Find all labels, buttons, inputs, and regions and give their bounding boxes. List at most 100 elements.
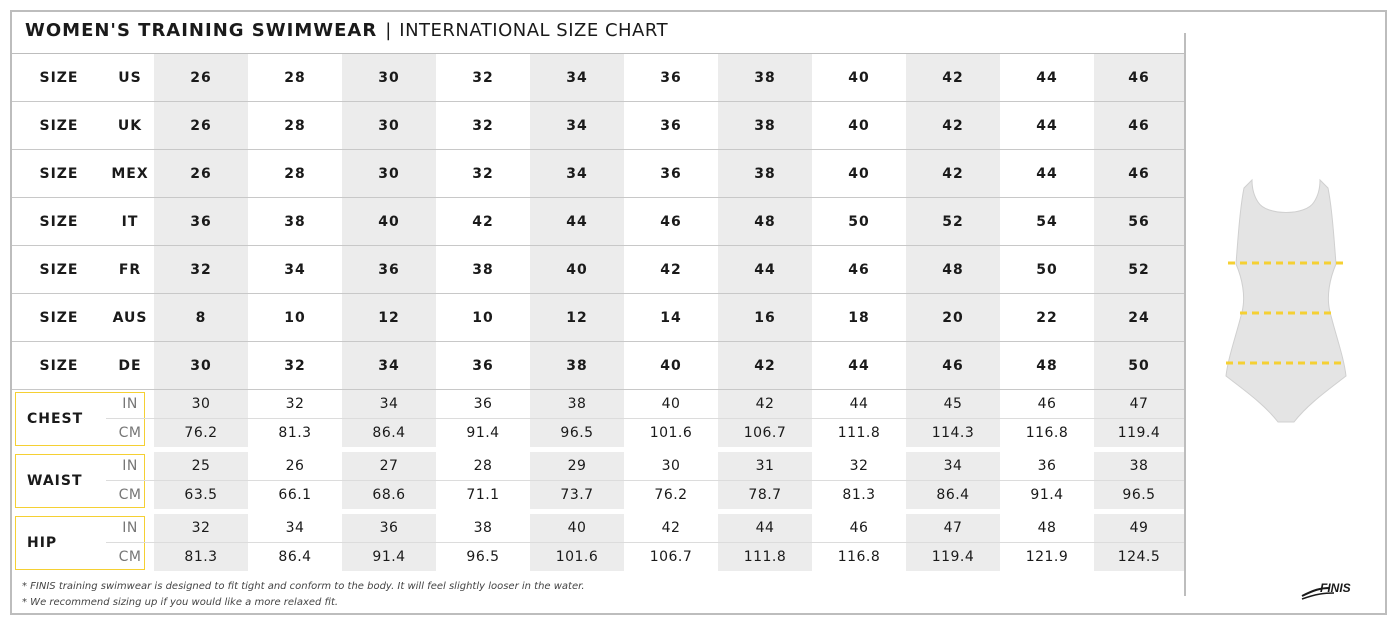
table-row: CHEST IN 30 32 34 36 38 40 42 44 45 46 47 — [12, 389, 1184, 446]
inch-value-cell: 27 — [342, 452, 436, 481]
cm-value-cell: 114.3 — [906, 418, 1000, 448]
size-label: SIZE — [12, 54, 106, 102]
inch-value-cell: 38 — [1094, 452, 1184, 481]
inch-value-cell: 34 — [342, 389, 436, 419]
size-value-cell: 38 — [718, 101, 812, 150]
size-value-cell: 32 — [436, 54, 530, 102]
size-value-cell: 48 — [906, 245, 1000, 294]
size-system-label: UK — [106, 101, 154, 150]
swimsuit-icon — [1222, 178, 1350, 428]
size-value-cell: 28 — [248, 101, 342, 150]
size-value-cell: 40 — [624, 341, 718, 390]
size-value-cell: 32 — [436, 149, 530, 198]
size-value-cell: 40 — [812, 149, 906, 198]
size-value-cell: 24 — [1094, 293, 1184, 342]
size-system-label: US — [106, 54, 154, 102]
cm-value-cell: 101.6 — [530, 542, 624, 572]
cm-value-cell: 81.3 — [248, 418, 342, 448]
cm-value-cell: 111.8 — [718, 542, 812, 572]
size-label: SIZE — [12, 101, 106, 150]
header-divider — [12, 53, 1184, 54]
cm-value-cell: 91.4 — [1000, 480, 1094, 510]
table-row: SIZE IT 36 38 40 42 44 46 48 50 52 54 56 — [12, 197, 1184, 246]
logo-text: FINIS — [1320, 581, 1351, 595]
size-value-cell: 44 — [1000, 101, 1094, 150]
size-value-cell: 30 — [154, 341, 248, 390]
size-value-cell: 10 — [248, 293, 342, 342]
size-value-cell: 42 — [906, 101, 1000, 150]
inch-value-cell: 28 — [436, 452, 530, 481]
inch-value-cell: 42 — [624, 514, 718, 543]
cm-value-cell: 116.8 — [812, 542, 906, 572]
size-value-cell: 38 — [718, 54, 812, 102]
footnote-sizing: * We recommend sizing up if you would li… — [22, 597, 339, 608]
size-value-cell: 48 — [718, 197, 812, 246]
table-row: CM 76.2 81.3 86.4 91.4 96.5 101.6 106.7 111.8 114… — [12, 418, 1184, 448]
size-value-cell: 44 — [530, 197, 624, 246]
table-row: SIZE US 26 28 30 32 34 36 38 40 42 44 46 — [12, 54, 1184, 102]
table-row: WAIST IN 25 26 27 28 29 30 31 32 34 36 38 — [12, 452, 1184, 508]
inch-value-cell: 32 — [812, 452, 906, 481]
size-value-cell: 22 — [1000, 293, 1094, 342]
size-value-cell: 8 — [154, 293, 248, 342]
cm-value-cell: 71.1 — [436, 480, 530, 510]
size-value-cell: 50 — [1000, 245, 1094, 294]
inch-value-cell: 47 — [906, 514, 1000, 543]
size-value-cell: 32 — [154, 245, 248, 294]
cm-value-cell: 73.7 — [530, 480, 624, 510]
size-value-cell: 10 — [436, 293, 530, 342]
inch-value-cell: 48 — [1000, 514, 1094, 543]
inch-value-cell: 46 — [812, 514, 906, 543]
table-row: SIZE MEX 26 28 30 32 34 36 38 40 42 44 46 — [12, 149, 1184, 198]
size-value-cell: 50 — [1094, 341, 1184, 390]
size-value-cell: 12 — [530, 293, 624, 342]
unit-label-in: IN — [106, 452, 154, 481]
size-value-cell: 44 — [812, 341, 906, 390]
size-value-cell: 52 — [1094, 245, 1184, 294]
cm-value-cell: 101.6 — [624, 418, 718, 448]
cm-value-cell: 119.4 — [906, 542, 1000, 572]
chart-frame — [10, 10, 1387, 615]
size-value-cell: 36 — [436, 341, 530, 390]
table-row: CM 63.5 66.1 68.6 71.1 73.7 76.2 78.7 81.3 86.4 91… — [12, 480, 1184, 510]
size-value-cell: 30 — [342, 101, 436, 150]
inch-value-cell: 47 — [1094, 389, 1184, 419]
size-value-cell: 32 — [436, 101, 530, 150]
size-value-cell: 46 — [1094, 101, 1184, 150]
unit-label-cm: CM — [106, 418, 154, 448]
size-system-label: IT — [106, 197, 154, 246]
cm-value-cell: 106.7 — [624, 542, 718, 572]
size-value-cell: 44 — [718, 245, 812, 294]
size-value-cell: 30 — [342, 149, 436, 198]
size-value-cell: 36 — [342, 245, 436, 294]
size-value-cell: 38 — [248, 197, 342, 246]
inch-value-cell: 45 — [906, 389, 1000, 419]
size-value-cell: 36 — [624, 54, 718, 102]
cm-value-cell: 76.2 — [624, 480, 718, 510]
cm-value-cell: 111.8 — [812, 418, 906, 448]
size-label: SIZE — [12, 293, 106, 342]
inch-value-cell: 49 — [1094, 514, 1184, 543]
size-value-cell: 44 — [1000, 149, 1094, 198]
size-value-cell: 42 — [624, 245, 718, 294]
size-value-cell: 36 — [624, 101, 718, 150]
size-value-cell: 26 — [154, 54, 248, 102]
inch-value-cell: 38 — [436, 514, 530, 543]
page-title: WOMEN'S TRAINING SWIMWEAR | INTERNATIONAL … — [25, 19, 668, 43]
size-label: SIZE — [12, 341, 106, 390]
size-value-cell: 40 — [530, 245, 624, 294]
size-label: SIZE — [12, 245, 106, 294]
inch-value-cell: 25 — [154, 452, 248, 481]
table-row: CM 81.3 86.4 91.4 96.5 101.6 106.7 111.8 116.8 11… — [12, 542, 1184, 572]
inch-value-cell: 40 — [530, 514, 624, 543]
measurement-label-cell: HIP — [12, 514, 145, 572]
size-value-cell: 36 — [154, 197, 248, 246]
size-value-cell: 40 — [812, 54, 906, 102]
size-value-cell: 14 — [624, 293, 718, 342]
footnote-fit: * FINIS training swimwear is designed to… — [22, 581, 585, 592]
inch-value-cell: 36 — [436, 389, 530, 419]
inch-value-cell: 36 — [1000, 452, 1094, 481]
inch-value-cell: 30 — [624, 452, 718, 481]
title-sub: INTERNATIONAL SIZE CHART — [399, 20, 669, 41]
inch-value-cell: 40 — [624, 389, 718, 419]
